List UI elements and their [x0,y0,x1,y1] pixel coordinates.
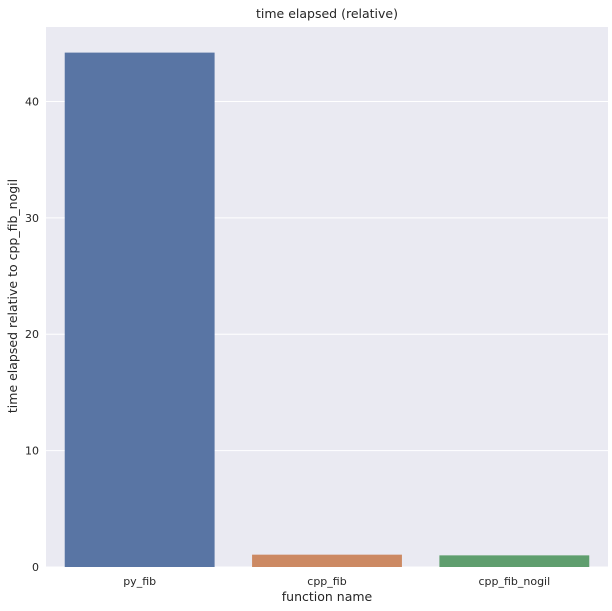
y-tick-label: 30 [25,212,39,225]
y-tick-label: 40 [25,95,39,108]
bar-cpp_fib_nogil [439,555,590,567]
x-axis-label: function name [282,589,373,604]
bars [64,52,590,567]
bar-py_fib [64,52,215,567]
y-tick-label: 20 [25,328,39,341]
y-tick-label: 0 [32,561,39,574]
y-tick-labels: 0 10 20 30 40 [25,95,39,574]
chart-title: time elapsed (relative) [256,6,398,21]
y-tick-label: 10 [25,445,39,458]
x-tick-label: cpp_fib [307,575,346,588]
bar-cpp_fib [252,554,402,567]
x-tick-label: cpp_fib_nogil [478,575,550,588]
x-tick-labels: py_fib cpp_fib cpp_fib_nogil [123,575,550,588]
x-tick-label: py_fib [123,575,156,588]
y-axis-label: time elapsed relative to cpp_fib_nogil [5,179,20,413]
